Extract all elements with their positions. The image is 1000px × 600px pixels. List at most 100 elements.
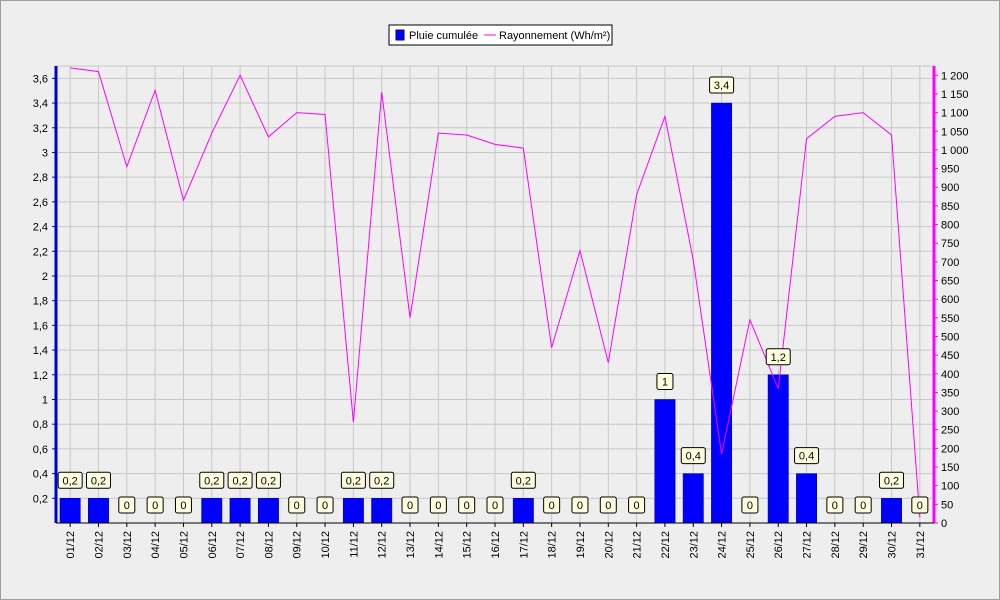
data-label-text: 0 <box>492 500 498 512</box>
y-right-tick-label: 500 <box>941 331 959 343</box>
y-left-tick-label: 0,6 <box>33 444 48 456</box>
y-right-tick-label: 450 <box>941 350 959 362</box>
legend-line-label: Rayonnement (Wh/m²) <box>499 30 610 42</box>
data-label: 0 <box>854 496 872 514</box>
y-right-tick-label: 300 <box>941 406 959 418</box>
data-label-text: 0,2 <box>91 475 106 487</box>
data-label-text: 0,2 <box>204 475 219 487</box>
y-left-tick-label: 2,4 <box>33 222 48 234</box>
y-right-tick-label: 750 <box>941 238 959 250</box>
data-labels: 0,2 0,2 0 0 0 0,2 0,2 0,2 0 0 0,2 0,2 0 0 0 0 0,2 0 0 0 0 1 0,… <box>57 76 929 514</box>
y-right-tick-label: 150 <box>941 462 959 474</box>
x-tick-label: 02/12 <box>93 531 105 559</box>
data-label: 0 <box>174 496 192 514</box>
x-tick-label: 07/12 <box>235 531 247 559</box>
data-label-text: 0 <box>407 500 413 512</box>
x-tick-label: 26/12 <box>773 531 785 559</box>
bar <box>881 498 902 524</box>
data-label-box <box>599 496 617 514</box>
data-label-text: 1,2 <box>771 352 786 364</box>
data-label-text: 0 <box>180 500 186 512</box>
x-tick-label: 30/12 <box>887 531 899 559</box>
x-tick-label: 04/12 <box>150 531 162 559</box>
data-label: 1,2 <box>765 348 791 366</box>
data-label-box <box>656 372 674 390</box>
data-label-text: 0 <box>124 500 130 512</box>
data-label-text: 0 <box>577 500 583 512</box>
y-right-tick-label: 50 <box>941 499 953 511</box>
data-label-box <box>429 496 447 514</box>
y-right-tick-label: 250 <box>941 425 959 437</box>
data-label: 0 <box>486 496 504 514</box>
y-left-tick-label: 2,8 <box>33 172 48 184</box>
data-label: 0,2 <box>340 471 366 489</box>
x-tick-label: 27/12 <box>802 531 814 559</box>
bar-series <box>59 102 902 524</box>
x-tick-label: 19/12 <box>575 531 587 559</box>
data-label-text: 0,2 <box>516 475 531 487</box>
x-tick-label: 23/12 <box>688 531 700 559</box>
data-label: 0 <box>288 496 306 514</box>
x-tick-label: 12/12 <box>377 531 389 559</box>
y-right-tick-label: 900 <box>941 182 959 194</box>
bar <box>201 498 223 524</box>
data-label-text: 0 <box>464 500 470 512</box>
data-label: 0,2 <box>57 471 83 489</box>
x-tick-label: 13/12 <box>405 531 417 559</box>
data-label: 0 <box>826 496 844 514</box>
data-label: 0 <box>429 496 447 514</box>
y-right-tick-label: 550 <box>941 313 959 325</box>
bar <box>88 498 109 524</box>
data-label: 0,4 <box>680 447 706 465</box>
data-label-text: 0 <box>605 500 611 512</box>
data-label: 0 <box>599 496 617 514</box>
data-label-box <box>854 496 872 514</box>
data-label-box <box>146 496 164 514</box>
y-right-tick-label: 1 050 <box>941 126 969 138</box>
x-tick-label: 21/12 <box>632 531 644 559</box>
x-tick-label: 08/12 <box>263 531 275 559</box>
data-label-box <box>199 471 225 489</box>
data-label: 3,4 <box>709 76 735 94</box>
y-left-tick-label: 3,6 <box>33 73 48 85</box>
x-tick-label: 11/12 <box>348 531 360 558</box>
x-tick-label: 22/12 <box>660 531 672 559</box>
y-left-tick-label: 2 <box>42 271 48 283</box>
x-tick-label: 06/12 <box>207 531 219 559</box>
data-label: 0,2 <box>85 471 111 489</box>
y-left-tick-label: 0,8 <box>33 419 48 431</box>
data-label-text: 0,2 <box>374 475 389 487</box>
y-right-tick-label: 700 <box>941 257 959 269</box>
axes: 0,2 0,4 0,6 0,8 1 1,2 1,4 1,6 1,8 2 2,2 2,4 2,6 2,8 3 3… <box>33 66 969 559</box>
data-label-box <box>340 471 366 489</box>
line-series <box>70 67 921 518</box>
x-tick-label: 15/12 <box>462 531 474 559</box>
x-tick-label: 09/12 <box>292 531 304 559</box>
data-label-text: 0,4 <box>686 451 701 463</box>
y-right-tick-label: 800 <box>941 220 959 232</box>
data-label-text: 0,2 <box>884 475 899 487</box>
data-label-text: 0 <box>634 500 640 512</box>
data-label: 0 <box>401 496 419 514</box>
x-tick-label: 24/12 <box>717 531 729 559</box>
data-label-box <box>85 471 111 489</box>
data-label-text: 0,2 <box>232 475 247 487</box>
y-left-tick-label: 2,6 <box>33 197 48 209</box>
data-label-box <box>911 496 929 514</box>
x-tick-label: 10/12 <box>320 531 332 559</box>
bar <box>682 473 704 524</box>
bar <box>796 473 817 524</box>
x-tick-label: 29/12 <box>858 531 870 559</box>
data-label-text: 3,4 <box>714 80 729 92</box>
data-label-text: 0,2 <box>261 475 276 487</box>
data-label-box <box>571 496 589 514</box>
data-label: 0 <box>118 496 136 514</box>
data-label: 0,2 <box>227 471 253 489</box>
y-left-tick-label: 1,6 <box>33 320 48 332</box>
bar <box>342 498 364 524</box>
data-label-text: 0 <box>294 500 300 512</box>
y-left-tick-label: 3 <box>42 147 48 159</box>
data-label-box <box>57 471 83 489</box>
y-left-tick-label: 1,4 <box>33 345 48 357</box>
